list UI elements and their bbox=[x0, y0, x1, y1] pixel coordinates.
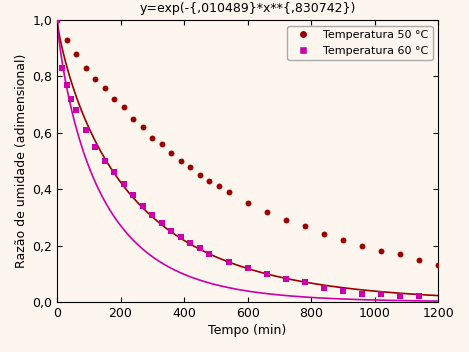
Point bbox=[129, 116, 137, 121]
Point bbox=[110, 169, 118, 175]
Point bbox=[82, 65, 90, 71]
Point bbox=[139, 124, 146, 130]
Point bbox=[58, 65, 66, 71]
Point bbox=[91, 144, 99, 150]
Point bbox=[206, 178, 213, 183]
Title: Model: RX50=exp(-k*T1**n)
y=exp(-{,010489}*x**{,830742}): Model: RX50=exp(-k*T1**n) y=exp(-{,01048… bbox=[139, 0, 356, 15]
Point bbox=[187, 164, 194, 169]
Point bbox=[120, 105, 128, 110]
Point bbox=[225, 189, 232, 195]
Point bbox=[282, 277, 289, 282]
Point bbox=[68, 96, 75, 102]
Point bbox=[129, 192, 137, 197]
Point bbox=[158, 141, 166, 147]
Point bbox=[215, 183, 223, 189]
Point bbox=[358, 243, 366, 249]
Point bbox=[339, 237, 347, 243]
Point bbox=[396, 294, 404, 299]
Point bbox=[301, 223, 309, 229]
Point bbox=[301, 279, 309, 285]
Point bbox=[110, 96, 118, 102]
Point bbox=[339, 288, 347, 294]
Point bbox=[377, 249, 385, 254]
Point bbox=[196, 246, 204, 251]
Point bbox=[196, 172, 204, 178]
Point bbox=[358, 291, 366, 296]
Point bbox=[396, 251, 404, 257]
Point bbox=[91, 76, 99, 82]
Point bbox=[434, 263, 442, 268]
Point bbox=[225, 260, 232, 265]
Point bbox=[63, 37, 70, 43]
Point bbox=[244, 201, 251, 206]
Point bbox=[139, 203, 146, 209]
Point bbox=[187, 240, 194, 246]
Point bbox=[149, 136, 156, 141]
Point bbox=[282, 218, 289, 223]
Y-axis label: Razão de umidade (adimensional): Razão de umidade (adimensional) bbox=[15, 54, 28, 268]
Point bbox=[82, 127, 90, 133]
Point bbox=[149, 212, 156, 218]
Point bbox=[320, 232, 327, 237]
Point bbox=[416, 257, 423, 263]
Point bbox=[167, 229, 175, 234]
Point bbox=[377, 291, 385, 296]
Legend: Temperatura 50 °C, Temperatura 60 °C: Temperatura 50 °C, Temperatura 60 °C bbox=[287, 26, 432, 60]
Point bbox=[63, 82, 70, 88]
Point bbox=[263, 209, 271, 215]
Point bbox=[158, 220, 166, 226]
Point bbox=[101, 158, 108, 164]
Point bbox=[177, 158, 185, 164]
Point bbox=[167, 150, 175, 155]
Point bbox=[177, 234, 185, 240]
Point bbox=[72, 107, 80, 113]
X-axis label: Tempo (min): Tempo (min) bbox=[208, 324, 287, 337]
Point bbox=[244, 265, 251, 271]
Point bbox=[72, 51, 80, 57]
Point bbox=[416, 294, 423, 299]
Point bbox=[53, 17, 61, 23]
Point bbox=[320, 285, 327, 291]
Point bbox=[206, 251, 213, 257]
Point bbox=[101, 85, 108, 90]
Point bbox=[53, 17, 61, 23]
Point bbox=[120, 181, 128, 186]
Point bbox=[263, 271, 271, 277]
